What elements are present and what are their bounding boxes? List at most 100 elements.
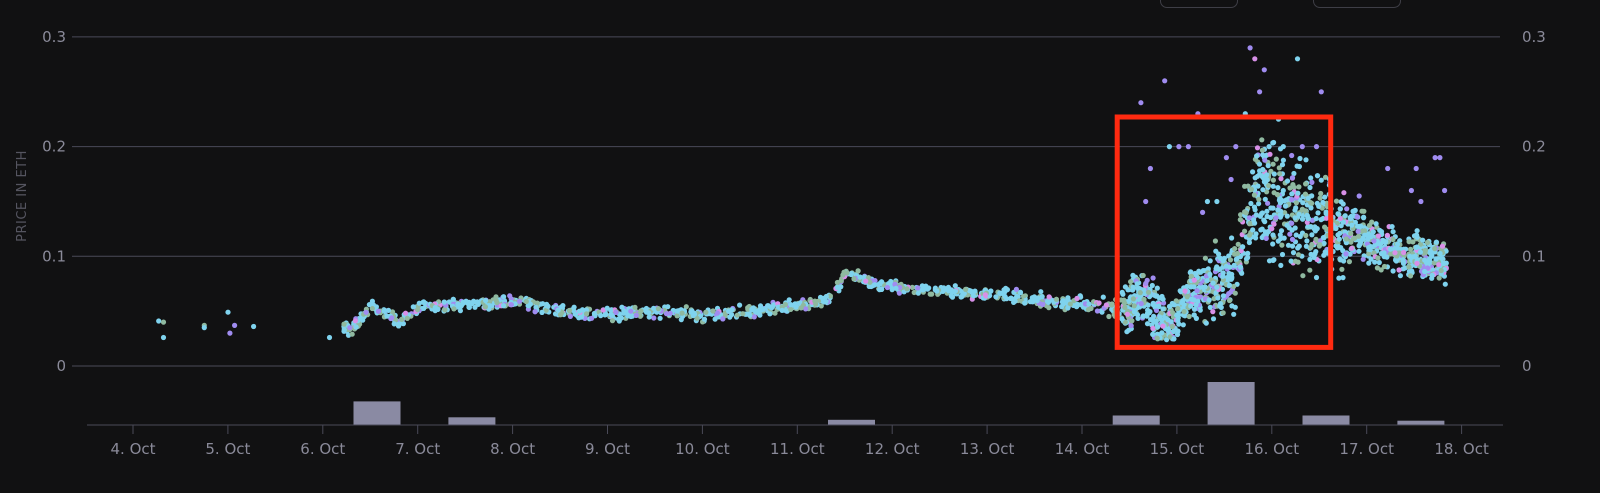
price-point bbox=[1414, 260, 1420, 266]
price-point bbox=[1118, 297, 1124, 303]
price-point bbox=[1129, 318, 1135, 324]
price-point bbox=[1317, 195, 1323, 201]
price-point bbox=[1251, 204, 1258, 210]
price-point bbox=[1384, 254, 1390, 260]
price-point bbox=[500, 303, 507, 309]
price-point bbox=[915, 285, 921, 291]
price-point bbox=[1414, 256, 1420, 263]
price-point bbox=[1261, 67, 1267, 73]
price-point bbox=[1148, 317, 1154, 323]
price-point bbox=[1311, 254, 1317, 260]
price-point bbox=[1161, 300, 1167, 306]
price-point bbox=[1150, 302, 1156, 308]
price-point bbox=[1267, 151, 1273, 157]
price-point bbox=[1270, 183, 1276, 189]
price-point bbox=[1262, 157, 1268, 163]
price-point bbox=[1130, 273, 1136, 279]
price-point bbox=[1264, 177, 1270, 183]
price-point bbox=[1297, 233, 1303, 240]
price-point bbox=[1231, 311, 1237, 317]
price-point bbox=[737, 302, 743, 308]
price-point bbox=[1227, 264, 1233, 270]
price-point bbox=[1429, 272, 1435, 278]
price-point bbox=[1309, 232, 1315, 238]
price-point bbox=[560, 303, 566, 309]
price-point bbox=[1407, 273, 1414, 279]
price-point bbox=[1407, 253, 1413, 259]
price-point bbox=[1248, 186, 1254, 192]
price-point bbox=[415, 307, 421, 313]
price-point bbox=[466, 304, 472, 310]
price-point bbox=[788, 302, 794, 308]
price-point bbox=[628, 308, 634, 314]
price-point bbox=[683, 304, 689, 310]
price-point bbox=[855, 268, 861, 274]
price-point bbox=[786, 297, 792, 303]
y-tick-label-right: 0.1 bbox=[1522, 247, 1546, 265]
price-point bbox=[1265, 163, 1271, 169]
price-point bbox=[798, 305, 804, 311]
price-point bbox=[1303, 181, 1309, 187]
price-point bbox=[1381, 250, 1387, 256]
price-point bbox=[1292, 215, 1298, 221]
price-point bbox=[1153, 307, 1160, 313]
price-point bbox=[792, 301, 798, 307]
price-point bbox=[1293, 232, 1299, 238]
price-point bbox=[1359, 208, 1365, 214]
price-point bbox=[1347, 251, 1353, 257]
price-point bbox=[1296, 184, 1302, 190]
price-point bbox=[486, 299, 493, 305]
price-point bbox=[915, 290, 921, 296]
price-point bbox=[608, 312, 614, 318]
price-point bbox=[410, 304, 416, 310]
price-point bbox=[543, 307, 549, 313]
price-point bbox=[1166, 144, 1172, 150]
price-point bbox=[589, 315, 595, 321]
price-point bbox=[1290, 250, 1297, 256]
price-point bbox=[1300, 200, 1306, 206]
price-point bbox=[651, 315, 657, 321]
price-point bbox=[1422, 247, 1428, 254]
price-point bbox=[1253, 235, 1259, 241]
price-point bbox=[1252, 56, 1258, 62]
price-point bbox=[1207, 271, 1213, 277]
price-point bbox=[857, 274, 863, 280]
price-point bbox=[466, 299, 472, 305]
price-point bbox=[1305, 216, 1312, 222]
price-point bbox=[1220, 293, 1226, 299]
price-point bbox=[1308, 205, 1314, 211]
price-point bbox=[1119, 289, 1125, 295]
x-tick-label: 8. Oct bbox=[490, 440, 535, 458]
price-point bbox=[471, 299, 477, 305]
price-point bbox=[1299, 144, 1305, 150]
price-point bbox=[1181, 301, 1187, 308]
price-point bbox=[1432, 246, 1438, 252]
price-point bbox=[1342, 213, 1348, 219]
price-point bbox=[232, 322, 238, 328]
price-point bbox=[1136, 296, 1142, 303]
price-point bbox=[1213, 248, 1219, 254]
price-point bbox=[972, 288, 978, 294]
price-point bbox=[441, 299, 447, 305]
price-point bbox=[1400, 260, 1407, 266]
price-point bbox=[1277, 200, 1283, 206]
price-point bbox=[1103, 302, 1109, 308]
x-tick-label: 17. Oct bbox=[1339, 440, 1394, 458]
price-point bbox=[1277, 171, 1283, 177]
y-tick-label-left: 0.3 bbox=[42, 28, 66, 46]
price-point bbox=[1131, 303, 1137, 309]
price-point bbox=[1002, 289, 1008, 295]
price-point bbox=[1240, 244, 1246, 250]
price-point bbox=[539, 309, 545, 315]
price-point bbox=[1322, 194, 1328, 200]
price-point bbox=[1284, 213, 1290, 219]
price-point bbox=[1296, 211, 1302, 217]
price-point bbox=[1381, 263, 1388, 270]
price-point bbox=[1318, 190, 1324, 197]
price-point bbox=[1305, 195, 1311, 201]
price-point bbox=[523, 298, 529, 305]
price-point bbox=[1292, 225, 1298, 231]
price-point bbox=[1021, 293, 1027, 299]
price-point bbox=[1150, 275, 1156, 281]
price-point bbox=[1270, 232, 1276, 238]
